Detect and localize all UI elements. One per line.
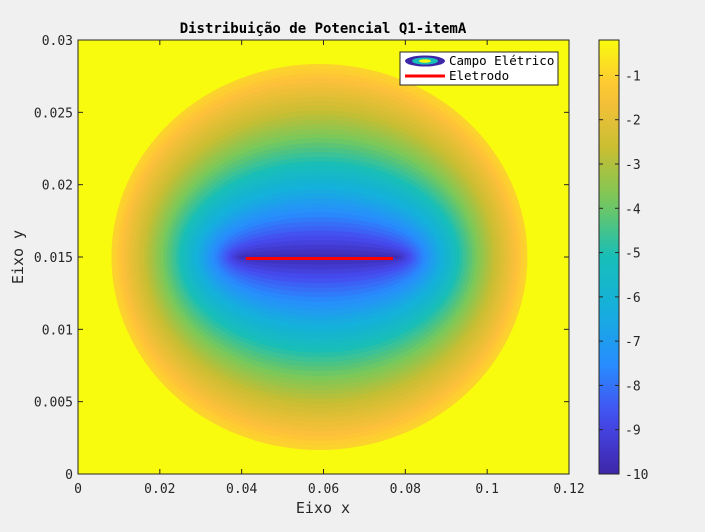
x-tick-label: 0.1: [475, 482, 498, 497]
legend-entry-campo: Campo Elétrico: [449, 53, 554, 68]
colorbar-ticks: -1 -2 -3 -4 -5 -6 -7 -8 -9 -10: [599, 69, 648, 483]
y-tick-label: 0.025: [34, 106, 73, 121]
y-tick-label: 0.015: [34, 251, 73, 266]
y-tick-label: 0.03: [42, 34, 73, 49]
colorbar-tick-label: -1: [625, 69, 641, 84]
legend-entry-eletrodo: Eletrodo: [449, 68, 509, 83]
colorbar-tick-label: -9: [625, 424, 641, 439]
x-tick-label: 0.06: [308, 482, 339, 497]
y-tick-label: 0.02: [42, 179, 73, 194]
chart-title: Distribuição de Potencial Q1-itemA: [180, 21, 467, 37]
colorbar-tick-label: -8: [625, 379, 641, 394]
x-tick-label: 0.12: [553, 482, 584, 497]
colorbar: -1 -2 -3 -4 -5 -6 -7 -8 -9 -10: [598, 39, 648, 483]
colorbar-tick-label: -3: [625, 158, 641, 173]
legend: Campo Elétrico Eletrodo: [399, 51, 559, 86]
colorbar-tick-label: -10: [625, 468, 648, 483]
colorbar-tick-label: -4: [625, 202, 641, 217]
plot-area: 0 0.02 0.04 0.06 0.08 0.1 0.12 0 0.005 0.01 0.015…: [34, 34, 585, 497]
x-tick-label: 0: [74, 482, 82, 497]
colorbar-tick-label: -2: [625, 114, 641, 129]
x-tick-label: 0.04: [226, 482, 257, 497]
y-ticks: 0 0.005 0.01 0.015 0.02 0.025 0.03: [34, 34, 569, 483]
y-tick-label: 0.01: [42, 323, 73, 338]
colorbar-scale: [598, 39, 620, 475]
x-tick-label: 0.08: [390, 482, 421, 497]
colorbar-tick-label: -5: [625, 247, 641, 262]
x-ticks: 0 0.02 0.04 0.06 0.08 0.1 0.12: [74, 40, 585, 497]
x-tick-label: 0.02: [144, 482, 175, 497]
colorbar-tick-label: -6: [625, 291, 641, 306]
y-tick-label: 0: [65, 468, 73, 483]
colorbar-tick-label: -7: [625, 335, 641, 350]
x-axis-label: Eixo x: [296, 499, 350, 517]
legend-swatch-contour: [405, 55, 445, 67]
y-axis-label: Eixo y: [9, 230, 27, 284]
y-tick-label: 0.005: [34, 396, 73, 411]
